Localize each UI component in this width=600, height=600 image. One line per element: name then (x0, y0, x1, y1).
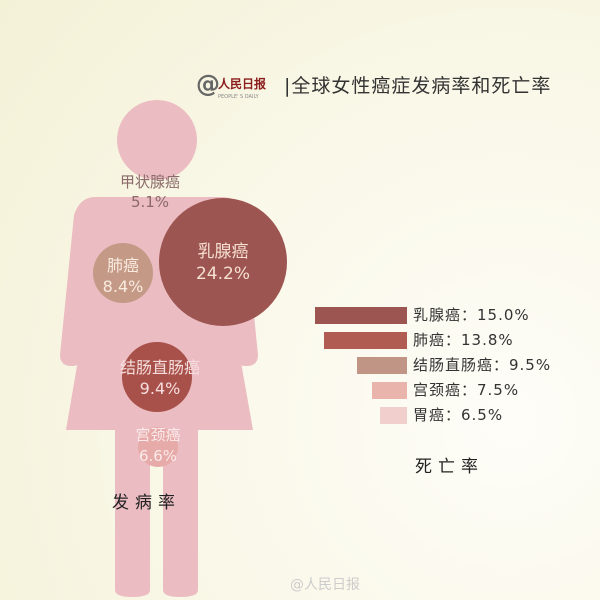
bar-label: 乳腺癌：15.0% (413, 306, 530, 324)
bar-label: 胃癌：6.5% (413, 406, 504, 424)
lung-name: 肺癌 (106, 256, 139, 275)
thyroid-name: 甲状腺癌 (119, 173, 180, 191)
svg-text:PEOPLE' S DAILY: PEOPLE' S DAILY (218, 94, 260, 100)
breast-name: 乳腺癌 (197, 242, 249, 262)
breast-bubble (159, 198, 287, 326)
svg-text:@: @ (196, 70, 220, 98)
cervical-value: 6.6% (138, 447, 178, 465)
watermark: @人民日报 (290, 577, 360, 593)
bar-1 (324, 332, 407, 349)
incidence-title: 发病率 (112, 493, 181, 513)
breast-label: 乳腺癌 24.2% (163, 241, 283, 285)
colorectal-name: 结肠直肠癌 (119, 358, 200, 377)
bar-label: 结肠直肠癌：9.5% (413, 356, 552, 374)
bar-2 (356, 357, 407, 374)
cervical-label: 宫颈癌 6.6% (108, 425, 208, 467)
bar-0 (315, 307, 407, 324)
svg-text:人民日报: 人民日报 (218, 76, 266, 91)
breast-value: 24.2% (195, 264, 250, 284)
lung-label: 肺癌 8.4% (93, 255, 153, 297)
thyroid-value: 5.1% (130, 193, 170, 211)
cervical-name: 宫颈癌 (135, 426, 181, 444)
colorectal-bubble (122, 342, 192, 412)
thyroid-label: 甲状腺癌 5.1% (100, 172, 200, 212)
colorectal-label: 结肠直肠癌 9.4% (100, 357, 220, 399)
colorectal-value: 9.4% (139, 379, 181, 398)
logo: @ 人民日报 PEOPLE' S DAILY (196, 70, 266, 100)
bar-4 (379, 407, 407, 424)
cervical-bubble (138, 427, 178, 467)
lung-bubble (93, 243, 153, 303)
bar-label: 宫颈癌：7.5% (413, 381, 520, 399)
chart-title: |全球女性癌症发病率和死亡率 (284, 75, 552, 97)
lung-value: 8.4% (102, 277, 144, 296)
bar-label: 肺癌：13.8% (413, 331, 514, 349)
mortality-title: 死亡率 (415, 457, 484, 477)
bar-3 (372, 382, 407, 399)
